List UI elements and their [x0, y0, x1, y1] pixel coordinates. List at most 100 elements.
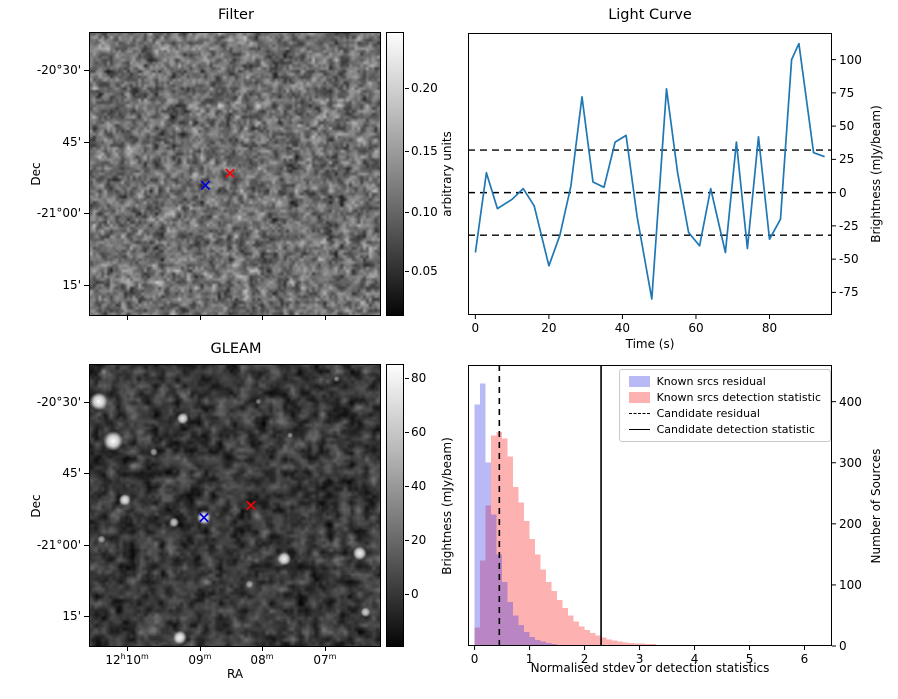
x-tick-label: 0: [471, 321, 480, 335]
gleam-colorbar: [386, 364, 404, 647]
y-tick-label: 100: [839, 577, 862, 592]
ra-tick-label: 09m: [188, 652, 212, 667]
colorbar-tick-label: 60: [411, 424, 427, 439]
tick-mark: [324, 316, 326, 320]
light-curve-ylabel: Brightness (mJy/beam): [869, 105, 883, 243]
filter-ylabel: Dec: [29, 162, 43, 186]
gleam-colorbar-label: Brightness (mJy/beam): [440, 437, 454, 575]
x-tick-label: 60: [688, 321, 704, 335]
legend-label: Candidate detection statistic: [656, 423, 816, 436]
x-tick-label: 6: [800, 652, 809, 666]
light-curve-plot: [468, 33, 836, 319]
dec-tick-label: -20°30': [36, 394, 81, 409]
gleam-title: GLEAM: [210, 341, 262, 357]
legend-label: Known srcs detection statistic: [656, 391, 821, 404]
histogram-plot: [468, 365, 836, 650]
tick-mark: [84, 141, 89, 143]
filter-colorbar: [386, 32, 404, 316]
x-tick-label: 0: [470, 652, 479, 666]
tick-mark: [127, 647, 129, 651]
tick-mark: [405, 271, 409, 273]
y-tick-label: 50: [839, 119, 855, 134]
tick-mark: [84, 473, 89, 475]
tick-mark: [199, 316, 201, 320]
y-tick-label: 25: [839, 152, 855, 167]
x-tick-label: 2: [580, 652, 589, 666]
y-tick-label: -50: [839, 252, 859, 267]
y-tick-label: 75: [839, 85, 855, 100]
legend-line-swatch: [628, 413, 650, 414]
tick-mark: [84, 69, 89, 71]
x-tick-label: 1: [525, 652, 534, 666]
legend-patch-swatch: [628, 376, 650, 387]
legend-line-swatch: [628, 429, 650, 430]
histogram-xlabel: Normalised stdev or detection statistics: [530, 661, 770, 675]
tick-mark: [405, 431, 409, 433]
histogram-ylabel: Number of Sources: [869, 448, 883, 564]
tick-mark: [405, 212, 409, 214]
colorbar-tick-label: 0.20: [411, 80, 438, 95]
histogram-legend: Known srcs residual Known srcs detection …: [618, 369, 831, 442]
colorbar-tick-label: 80: [411, 370, 427, 385]
tick-mark: [405, 377, 409, 379]
colorbar-tick-label: 20: [411, 532, 427, 547]
legend-patch-swatch: [628, 392, 650, 403]
tick-mark: [324, 647, 326, 651]
light-curve-xlabel: Time (s): [625, 337, 675, 351]
gleam-marker-overlay: [199, 500, 256, 523]
tick-mark: [261, 647, 263, 651]
y-tick-label: 300: [839, 455, 862, 470]
ra-tick-label: 07m: [313, 652, 337, 667]
tick-mark: [405, 485, 409, 487]
x-tick-label: 40: [614, 321, 631, 335]
dec-tick-label: -21°00': [36, 537, 81, 552]
x-tick-label: 20: [541, 321, 557, 335]
legend-label: Known srcs residual: [656, 375, 766, 388]
dec-tick-label: -20°30': [36, 62, 81, 77]
light-curve-title: Light Curve: [608, 7, 692, 23]
tick-mark: [405, 87, 409, 89]
filter-title: Filter: [218, 7, 254, 23]
tick-mark: [84, 401, 89, 403]
legend-entry: Candidate residual: [628, 407, 821, 420]
y-tick-label: 200: [839, 516, 862, 531]
x-tick-label: 5: [745, 652, 754, 666]
tick-mark: [261, 316, 263, 320]
tick-mark: [405, 151, 409, 153]
dec-tick-label: -21°00': [36, 206, 81, 221]
ra-tick-label: 12h10m: [105, 652, 149, 667]
legend-label: Candidate residual: [656, 407, 760, 420]
dec-tick-label: 45': [62, 134, 81, 149]
tick-mark: [405, 593, 409, 595]
gleam-image-frame: [89, 364, 381, 647]
dec-tick-label: 15': [62, 277, 81, 292]
tick-mark: [127, 316, 129, 320]
y-tick-label: 400: [839, 394, 862, 409]
filter-colorbar-label: arbitrary units: [440, 131, 454, 217]
y-tick-label: 100: [839, 52, 862, 67]
colorbar-tick-label: 40: [411, 478, 427, 493]
gleam-xlabel: RA: [226, 667, 244, 681]
legend-entry: Known srcs residual: [628, 375, 821, 388]
legend-entry: Candidate detection statistic: [628, 423, 821, 436]
filter-noise-image: [90, 33, 380, 315]
y-tick-label: -25: [839, 218, 859, 233]
x-tick-label: 80: [761, 321, 778, 335]
tick-mark: [84, 615, 89, 617]
dec-tick-label: 15': [62, 608, 81, 623]
legend-entry: Known srcs detection statistic: [628, 391, 821, 404]
gleam-image: [90, 365, 380, 646]
tick-mark: [84, 544, 89, 546]
ra-tick-label: 08m: [250, 652, 274, 667]
colorbar-tick-label: 0.15: [411, 144, 438, 159]
x-tick-label: 4: [690, 652, 699, 666]
colorbar-tick-label: 0.10: [411, 205, 438, 220]
tick-mark: [405, 539, 409, 541]
y-tick-label: 0: [839, 185, 847, 200]
x-tick-label: 3: [635, 652, 644, 666]
colorbar-tick-label: 0.05: [411, 264, 438, 279]
filter-image-frame: [89, 32, 381, 316]
filter-marker-overlay: [200, 168, 235, 191]
y-tick-label: 0: [839, 639, 847, 653]
